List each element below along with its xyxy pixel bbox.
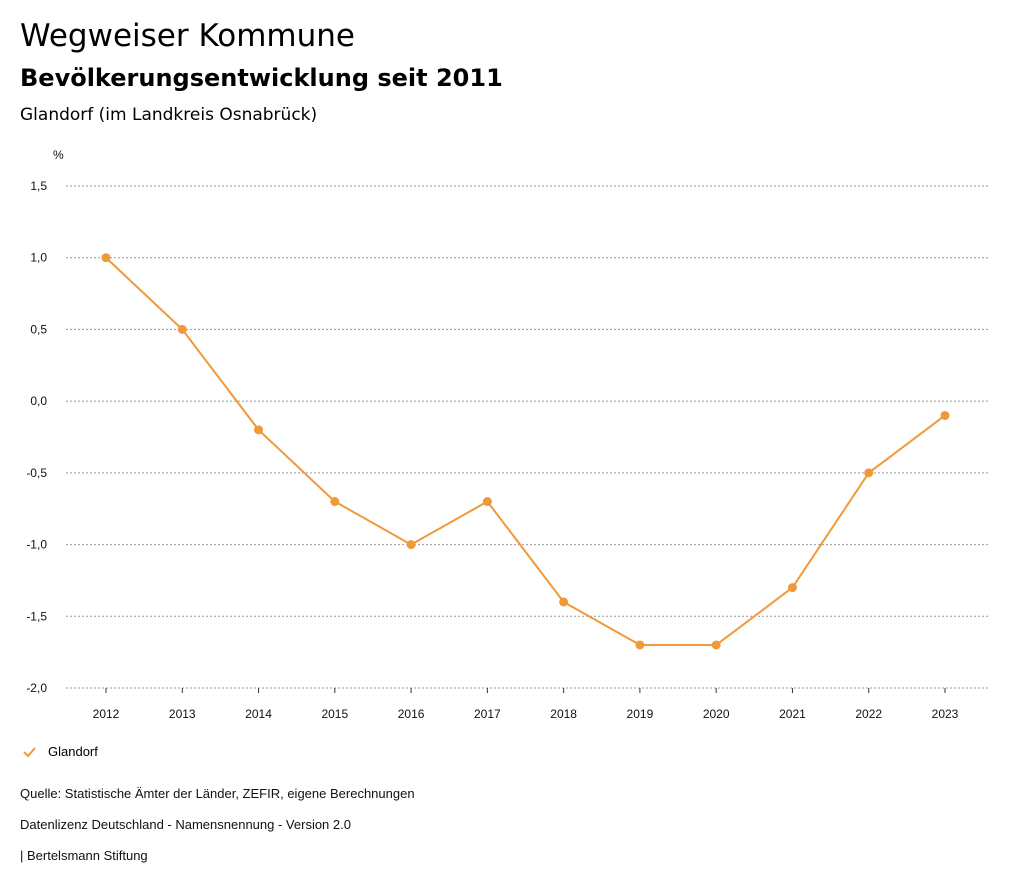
- x-axis-ticks: 2012 2013 2014 2015 2016 2017 2018 2019 2020 2021…: [93, 688, 959, 721]
- data-point: [787, 583, 797, 593]
- data-point: [482, 497, 492, 507]
- legend[interactable]: Glandorf: [22, 744, 98, 759]
- data-point: [559, 597, 569, 607]
- region-label: Glandorf (im Landkreis Osnabrück): [20, 105, 318, 125]
- x-tick-label: 2018: [550, 707, 577, 721]
- y-tick-label: -1,0: [26, 538, 47, 552]
- data-point: [940, 410, 950, 420]
- data-point: [406, 540, 416, 550]
- publisher-note: | Bertelsmann Stiftung: [20, 848, 148, 863]
- y-tick-label: -2,0: [26, 681, 47, 695]
- y-tick-label: 0,0: [30, 394, 47, 408]
- y-tick-label: 1,5: [30, 179, 47, 193]
- series-line: [105, 256, 946, 646]
- y-axis-unit: %: [53, 148, 64, 162]
- check-icon: [23, 746, 36, 757]
- y-tick-label: -0,5: [26, 466, 47, 480]
- x-tick-label: 2016: [398, 707, 425, 721]
- data-point: [864, 468, 874, 478]
- y-tick-label: -1,5: [26, 609, 47, 623]
- data-point: [635, 640, 645, 650]
- x-tick-label: 2013: [169, 707, 196, 721]
- chart-subtitle: Bevölkerungsentwicklung seit 2011: [20, 64, 503, 92]
- x-tick-label: 2017: [474, 707, 501, 721]
- x-tick-label: 2015: [321, 707, 348, 721]
- data-point: [711, 640, 721, 650]
- data-point: [254, 425, 264, 435]
- x-tick-label: 2014: [245, 707, 272, 721]
- x-tick-label: 2022: [855, 707, 882, 721]
- series-glandorf: [101, 253, 950, 650]
- y-axis-ticks: 1,5 1,0 0,5 0,0 -0,5 -1,0 -1,5 -2,0: [26, 179, 47, 695]
- x-tick-label: 2023: [932, 707, 959, 721]
- legend-label: Glandorf: [48, 744, 98, 759]
- line-chart: % 1,51,00,50,0-0,5-1,0-1,5-2,0 2012 2013 2…: [26, 148, 990, 721]
- data-point: [330, 497, 340, 507]
- y-tick-label: 0,5: [30, 322, 47, 336]
- x-tick-label: 2019: [627, 707, 654, 721]
- page-title: Wegweiser Kommune: [20, 18, 355, 54]
- x-tick-label: 2021: [779, 707, 806, 721]
- grid-lines: [66, 185, 990, 689]
- source-note: Quelle: Statistische Ämter der Länder, Z…: [20, 786, 415, 801]
- y-tick-label: 1,0: [30, 251, 47, 265]
- x-tick-label: 2012: [93, 707, 120, 721]
- x-tick-label: 2020: [703, 707, 730, 721]
- data-point: [101, 253, 111, 263]
- data-point: [177, 324, 187, 334]
- license-note: Datenlizenz Deutschland - Namensnennung …: [20, 817, 351, 832]
